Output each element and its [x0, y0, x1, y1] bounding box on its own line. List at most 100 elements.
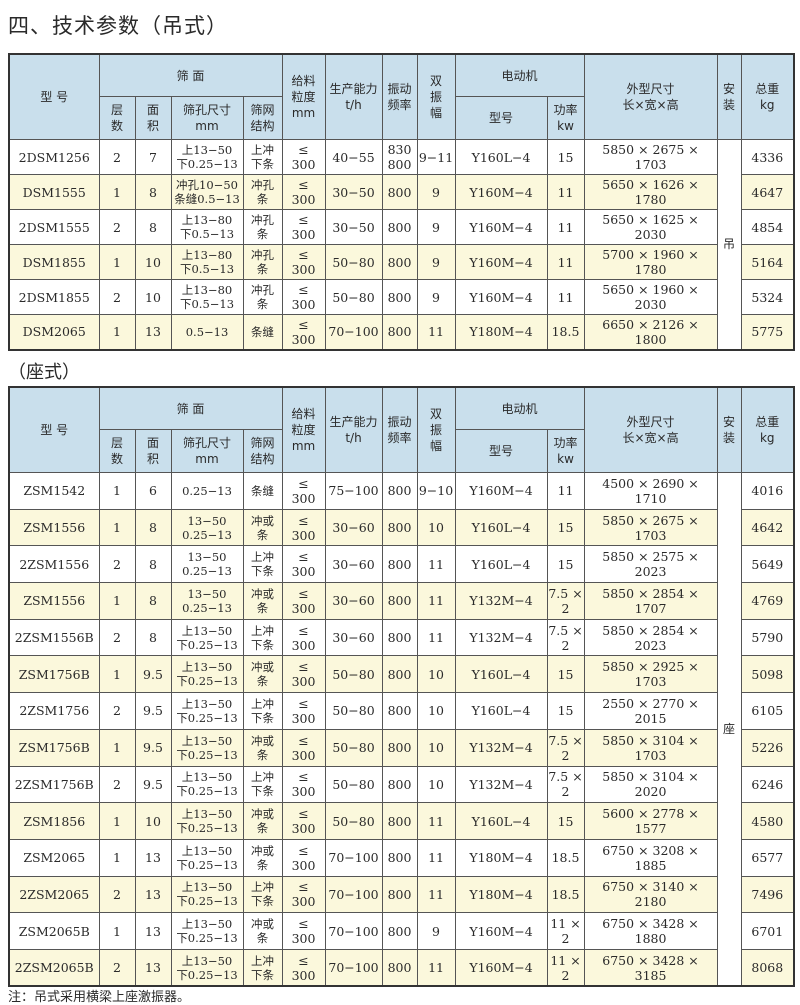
cell-model: ZSM1756B [8, 728, 100, 767]
cell-dimensions: 5650 × 1960 × 2030 [583, 279, 718, 315]
cell-area: 9.5 [134, 765, 172, 804]
cell-model: DSM1855 [8, 244, 100, 280]
cell-amplitude: 11 [416, 618, 456, 657]
cell-power: 7.5 × 2 [546, 618, 585, 657]
cell-power: 11 × 2 [546, 912, 585, 950]
cell-frequency: 800 [381, 875, 418, 914]
cell-frequency: 800 [381, 314, 418, 350]
cell-weight: 5164 [740, 244, 795, 280]
header-motor-model: 型号 [454, 96, 548, 140]
cell-aperture: 上13−50 下0.25−13 [170, 948, 244, 987]
header-motor: 电动机 [454, 53, 585, 97]
cell-dimensions: 5650 × 1625 × 2030 [583, 209, 718, 245]
cell-weight: 5790 [740, 618, 795, 657]
cell-model: ZSM1756B [8, 655, 100, 694]
cell-area: 13 [134, 838, 172, 877]
hanging-spec-table: 型 号 筛 面 给料 粒度 mm 生产能力 t/h 振动 频率 双 振 幅 电动… [8, 53, 796, 351]
cell-dimensions: 6750 × 3428 × 1880 [583, 912, 718, 950]
cell-power: 7.5 × 2 [546, 728, 585, 767]
cell-amplitude: 9 [416, 174, 456, 210]
cell-frequency: 800 [381, 838, 418, 877]
cell-area: 9.5 [134, 728, 172, 767]
table-row: 2ZSM2065B 2 13 上13−50 下0.25−13 上冲 下条 ≤ 300 70−… [8, 948, 795, 987]
cell-power: 15 [546, 508, 585, 547]
cell-model: 2ZSM1556 [8, 545, 100, 584]
cell-mesh: 上冲 下条 [242, 545, 283, 584]
cell-area: 9.5 [134, 692, 172, 730]
header-layers: 层 数 [98, 429, 136, 473]
cell-layers: 2 [98, 279, 136, 315]
cell-power: 7.5 × 2 [546, 765, 585, 804]
cell-power: 7.5 × 2 [546, 582, 585, 620]
cell-model: 2DSM1855 [8, 279, 100, 315]
cell-power: 11 [546, 174, 585, 210]
cell-feed-size: ≤ 300 [281, 655, 326, 694]
cell-capacity: 30−60 [324, 582, 383, 620]
cell-aperture: 0.25−13 [170, 472, 244, 510]
cell-mount: 座 [716, 472, 742, 987]
header-dimensions: 外型尺寸 长×宽×高 [583, 386, 718, 473]
cell-weight: 6105 [740, 692, 795, 730]
cell-frequency: 800 [381, 174, 418, 210]
cell-amplitude: 10 [416, 508, 456, 547]
cell-area: 8 [134, 545, 172, 584]
cell-area: 13 [134, 314, 172, 350]
header-motor-model: 型号 [454, 429, 548, 473]
cell-power: 18.5 [546, 314, 585, 350]
cell-model: 2ZSM1756B [8, 765, 100, 804]
cell-feed-size: ≤ 300 [281, 875, 326, 914]
cell-dimensions: 5700 × 1960 × 1780 [583, 244, 718, 280]
cell-feed-size: ≤ 300 [281, 472, 326, 510]
cell-mesh: 上冲 下条 [242, 139, 283, 175]
header-mesh: 筛网 结构 [242, 429, 283, 473]
table-row: ZSM1756B 1 9.5 上13−50 下0.25−13 冲或 条 ≤ 300 50−8… [8, 728, 795, 767]
cell-capacity: 70−100 [324, 912, 383, 950]
cell-layers: 2 [98, 692, 136, 730]
cell-capacity: 50−80 [324, 279, 383, 315]
cell-layers: 2 [98, 545, 136, 584]
header-power: 功率 kw [546, 429, 585, 473]
cell-feed-size: ≤ 300 [281, 174, 326, 210]
table-row: 2ZSM1756 2 9.5 上13−50 下0.25−13 上冲 下条 ≤ 300 50−… [8, 692, 795, 730]
cell-area: 8 [134, 508, 172, 547]
cell-feed-size: ≤ 300 [281, 948, 326, 987]
header-area: 面 积 [134, 96, 172, 140]
cell-amplitude: 10 [416, 692, 456, 730]
cell-amplitude: 11 [416, 875, 456, 914]
cell-layers: 2 [98, 765, 136, 804]
cell-dimensions: 4500 × 2690 × 1710 [583, 472, 718, 510]
cell-capacity: 30−50 [324, 209, 383, 245]
cell-weight: 5649 [740, 545, 795, 584]
cell-mesh: 冲孔 条 [242, 279, 283, 315]
cell-mesh: 冲孔 条 [242, 174, 283, 210]
header-weight: 总重 kg [740, 53, 795, 140]
cell-aperture: 上13−50 下0.25−13 [170, 765, 244, 804]
cell-aperture: 13−50 0.25−13 [170, 508, 244, 547]
cell-power: 15 [546, 545, 585, 584]
section-subtitle: （座式） [8, 362, 80, 383]
table-row: DSM2065 1 13 0.5−13 条缝 ≤ 300 70−100 800 11 Y180M−… [8, 314, 795, 350]
cell-model: ZSM1556 [8, 582, 100, 620]
cell-amplitude: 11 [416, 948, 456, 987]
cell-aperture: 13−50 0.25−13 [170, 582, 244, 620]
header-area: 面 积 [134, 429, 172, 473]
cell-amplitude: 9 [416, 209, 456, 245]
cell-weight: 6701 [740, 912, 795, 950]
cell-amplitude: 10 [416, 765, 456, 804]
cell-frequency: 800 [381, 728, 418, 767]
cell-amplitude: 11 [416, 314, 456, 350]
cell-motor-model: Y160M−4 [454, 472, 548, 510]
table-row: 2DSM1555 2 8 上13−80 下0.5−13 冲孔 条 ≤ 300 30−50 80… [8, 209, 795, 245]
table-row: DSM1555 1 8 冲孔10−50 条缝0.5−13 冲孔 条 ≤ 300 30−50 8… [8, 174, 795, 210]
cell-dimensions: 2550 × 2770 × 2015 [583, 692, 718, 730]
cell-dimensions: 5650 × 1626 × 1780 [583, 174, 718, 210]
cell-power: 15 [546, 692, 585, 730]
header-model: 型 号 [8, 386, 100, 473]
cell-motor-model: Y160L−4 [454, 802, 548, 840]
cell-weight: 6577 [740, 838, 795, 877]
cell-area: 8 [134, 174, 172, 210]
cell-model: ZSM1556 [8, 508, 100, 547]
cell-capacity: 30−60 [324, 508, 383, 547]
cell-aperture: 0.5−13 [170, 314, 244, 350]
cell-motor-model: Y132M−4 [454, 582, 548, 620]
